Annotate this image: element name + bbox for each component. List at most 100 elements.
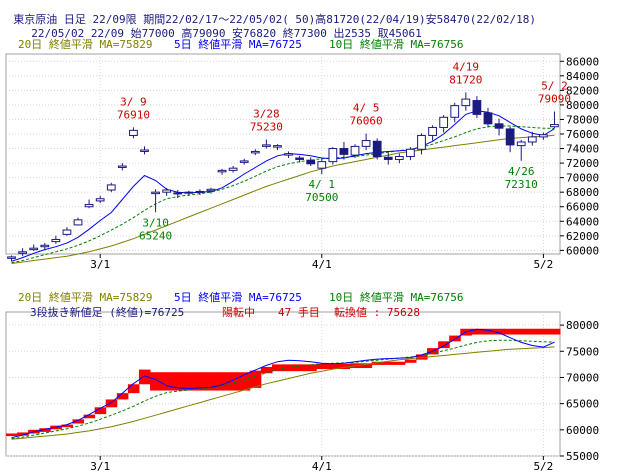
indicator-count: 47 手目 xyxy=(278,305,320,319)
brick xyxy=(316,363,328,370)
annotation-date: 4/ 1 xyxy=(309,178,336,191)
candle-body xyxy=(439,116,449,128)
candle-body xyxy=(417,134,426,150)
y-tick-label: 72000 xyxy=(566,157,599,170)
ma10-line xyxy=(11,125,555,264)
brick xyxy=(39,428,51,432)
annotation-value: 75230 xyxy=(250,121,283,134)
brick xyxy=(6,433,18,437)
brick xyxy=(116,393,129,400)
header-line-1: 東京原油 日足 22/09限 期間22/02/17～22/05/02( 50)高… xyxy=(0,0,560,26)
candle-body xyxy=(195,190,205,193)
candle-body xyxy=(40,244,50,248)
candle-body xyxy=(273,145,282,148)
annotation-date: 3/28 xyxy=(253,108,280,121)
y-tick-label: 60000 xyxy=(566,244,599,257)
annotation-value: 76910 xyxy=(117,108,150,121)
brick xyxy=(415,354,428,360)
ma20-line xyxy=(11,134,555,264)
ma5-line xyxy=(11,328,555,439)
candle-body xyxy=(51,238,61,243)
candlestick-panel: 20日 終値平滑 MA=75829 5日 終値平滑 MA=76725 10日 終値平… xyxy=(5,37,599,271)
candle-body xyxy=(550,124,559,128)
x-tick-label: 4/1 xyxy=(312,460,332,473)
candle-body xyxy=(428,126,437,136)
annotation-date: 5/ 2 xyxy=(541,80,568,93)
candle-body xyxy=(483,112,493,125)
y-tick-label: 75000 xyxy=(566,345,599,358)
annotation-date: 3/10 xyxy=(142,216,169,229)
candle-body xyxy=(140,149,149,152)
y-tick-label: 70000 xyxy=(566,172,599,185)
brick xyxy=(150,372,162,391)
header-line-1-text: 東京原油 日足 22/09限 期間22/02/17～22/05/02( 50)高… xyxy=(13,13,536,26)
legend-entry: 20日 終値平滑 MA=75829 xyxy=(18,37,152,51)
candle-body xyxy=(151,191,160,195)
candle-body xyxy=(295,157,304,160)
brick xyxy=(482,328,495,335)
y-tick-label: 74000 xyxy=(566,143,599,156)
brick xyxy=(105,399,118,408)
brick xyxy=(17,432,29,436)
candle-body xyxy=(7,256,16,259)
candle-body xyxy=(383,156,393,160)
y-tick-label: 65000 xyxy=(566,398,599,411)
ma20-line xyxy=(11,346,555,440)
annotation-value: 81720 xyxy=(449,73,482,86)
brick xyxy=(194,372,206,391)
candle-body xyxy=(406,148,415,158)
candle-body xyxy=(306,159,316,165)
header-line-2-text: 22/05/02 22/09 始77000 高79090 安76820 終773… xyxy=(31,27,422,40)
y-tick-label: 64000 xyxy=(566,215,599,228)
brick xyxy=(393,361,406,365)
plot-frame xyxy=(5,53,561,255)
brick xyxy=(172,372,184,391)
legend-entry: 5日 終値平滑 MA=76725 xyxy=(174,37,302,51)
legend-entry: 20日 終値平滑 MA=75829 xyxy=(18,290,152,304)
y-tick-label: 68000 xyxy=(566,186,599,199)
annotation-date: 4/19 xyxy=(453,60,480,73)
brick xyxy=(127,384,140,394)
brick xyxy=(216,372,229,391)
indicator-state: 陽転中 xyxy=(222,306,255,319)
annotation-value: 72310 xyxy=(505,178,538,191)
candle-body xyxy=(250,150,260,154)
ma10-line xyxy=(11,339,555,440)
candle-body xyxy=(117,165,127,168)
brick xyxy=(72,419,85,424)
brick xyxy=(238,372,251,391)
brick xyxy=(138,369,151,385)
candle-body xyxy=(461,98,471,107)
y-tick-label: 62000 xyxy=(566,230,599,243)
legend-entry: 5日 終値平滑 MA=76725 xyxy=(174,290,302,304)
candle-body xyxy=(284,153,293,156)
brick xyxy=(260,366,273,374)
annotation-value: 76060 xyxy=(350,115,383,128)
brick xyxy=(438,341,450,349)
brick xyxy=(161,372,173,391)
candle-body xyxy=(472,100,482,115)
candle-body xyxy=(129,129,138,136)
brick xyxy=(371,361,384,365)
brick xyxy=(515,328,528,335)
brick xyxy=(305,364,317,372)
brick xyxy=(249,370,262,388)
brick xyxy=(548,328,561,335)
y-tick-label: 84000 xyxy=(566,70,599,83)
candle-body xyxy=(239,160,249,163)
brick xyxy=(338,363,350,370)
brick xyxy=(360,363,373,369)
ma5-line xyxy=(11,110,555,262)
brick xyxy=(271,364,284,372)
annotation-value: 65240 xyxy=(139,229,172,242)
x-tick-label: 5/2 xyxy=(533,460,553,473)
candle-body xyxy=(262,144,271,147)
candle-body xyxy=(84,204,94,208)
x-tick-label: 3/1 xyxy=(90,258,110,271)
candle-body xyxy=(162,189,172,193)
brick xyxy=(327,363,339,370)
candle-body xyxy=(228,167,238,171)
header-line-2: 22/05/02 22/09 始77000 高79090 安76820 終773… xyxy=(18,14,578,40)
brick xyxy=(83,414,96,419)
